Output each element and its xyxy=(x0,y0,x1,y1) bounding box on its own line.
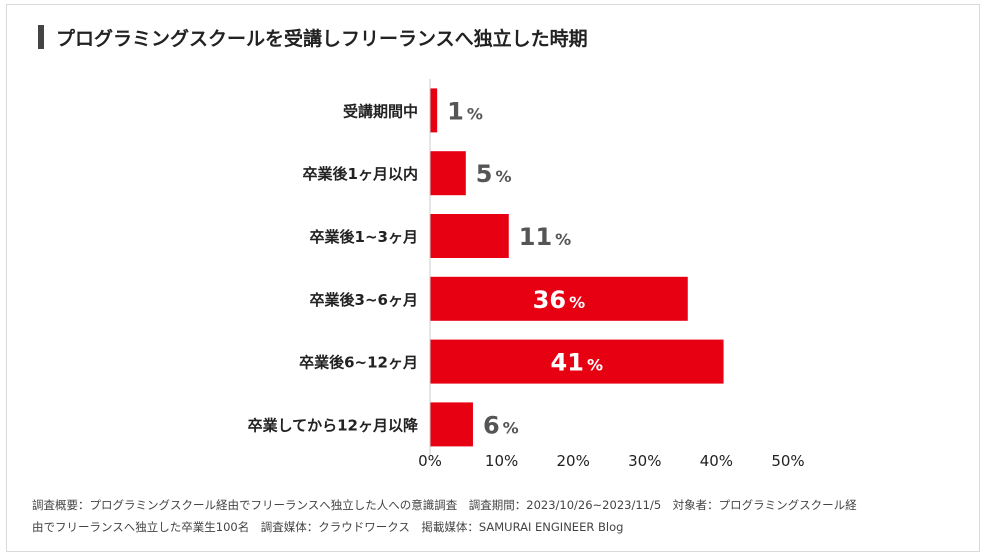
category-label: 卒業後1~3ヶ月 xyxy=(310,228,418,246)
x-tick-label: 50% xyxy=(771,452,804,470)
category-label: 卒業してから12ヶ月以降 xyxy=(248,416,419,434)
category-label: 受講期間中 xyxy=(343,102,418,120)
x-tick-label: 10% xyxy=(485,452,518,470)
footnote-line-2: 由でフリーランスへ独立した卒業生100名 調査媒体：クラウドワークス 掲載媒体：… xyxy=(32,520,624,534)
data-label: 5% xyxy=(476,160,512,188)
bar xyxy=(430,276,688,321)
survey-footnote: 調査概要：プログラミングスクール経由でフリーランスへ独立した人への意識調査 調査… xyxy=(32,494,962,538)
data-label: 41% xyxy=(551,349,603,377)
bar xyxy=(430,151,466,196)
title-accent-bar xyxy=(38,25,44,49)
x-tick-label: 40% xyxy=(700,452,733,470)
x-tick-label: 30% xyxy=(628,452,661,470)
bar xyxy=(430,402,473,447)
bar-chart: 受講期間中 1 % 卒業後1ヶ月以内 5 % 卒業後1~3ヶ月 11 % 卒業後3~6ヶ月 36 % 卒… xyxy=(248,79,805,470)
category-label: 卒業後1ヶ月以内 xyxy=(303,165,418,183)
x-tick-label: 20% xyxy=(557,452,590,470)
bar xyxy=(430,88,438,133)
category-label: 卒業後6~12ヶ月 xyxy=(299,354,418,372)
category-label: 卒業後3~6ヶ月 xyxy=(310,291,418,309)
data-label: 6% xyxy=(483,411,519,439)
chart-header: プログラミングスクールを受講しフリーランスへ独立した時期 xyxy=(38,22,588,52)
data-label: 36% xyxy=(533,286,585,314)
data-label: 1% xyxy=(447,97,483,125)
bar xyxy=(430,339,724,384)
footnote-line-1: 調査概要：プログラミングスクール経由でフリーランスへ独立した人への意識調査 調査… xyxy=(32,498,857,512)
chart-title: プログラミングスクールを受講しフリーランスへ独立した時期 xyxy=(56,27,588,50)
data-label: 11% xyxy=(519,223,571,251)
bar xyxy=(430,214,509,258)
x-tick-label: 0% xyxy=(418,452,442,470)
